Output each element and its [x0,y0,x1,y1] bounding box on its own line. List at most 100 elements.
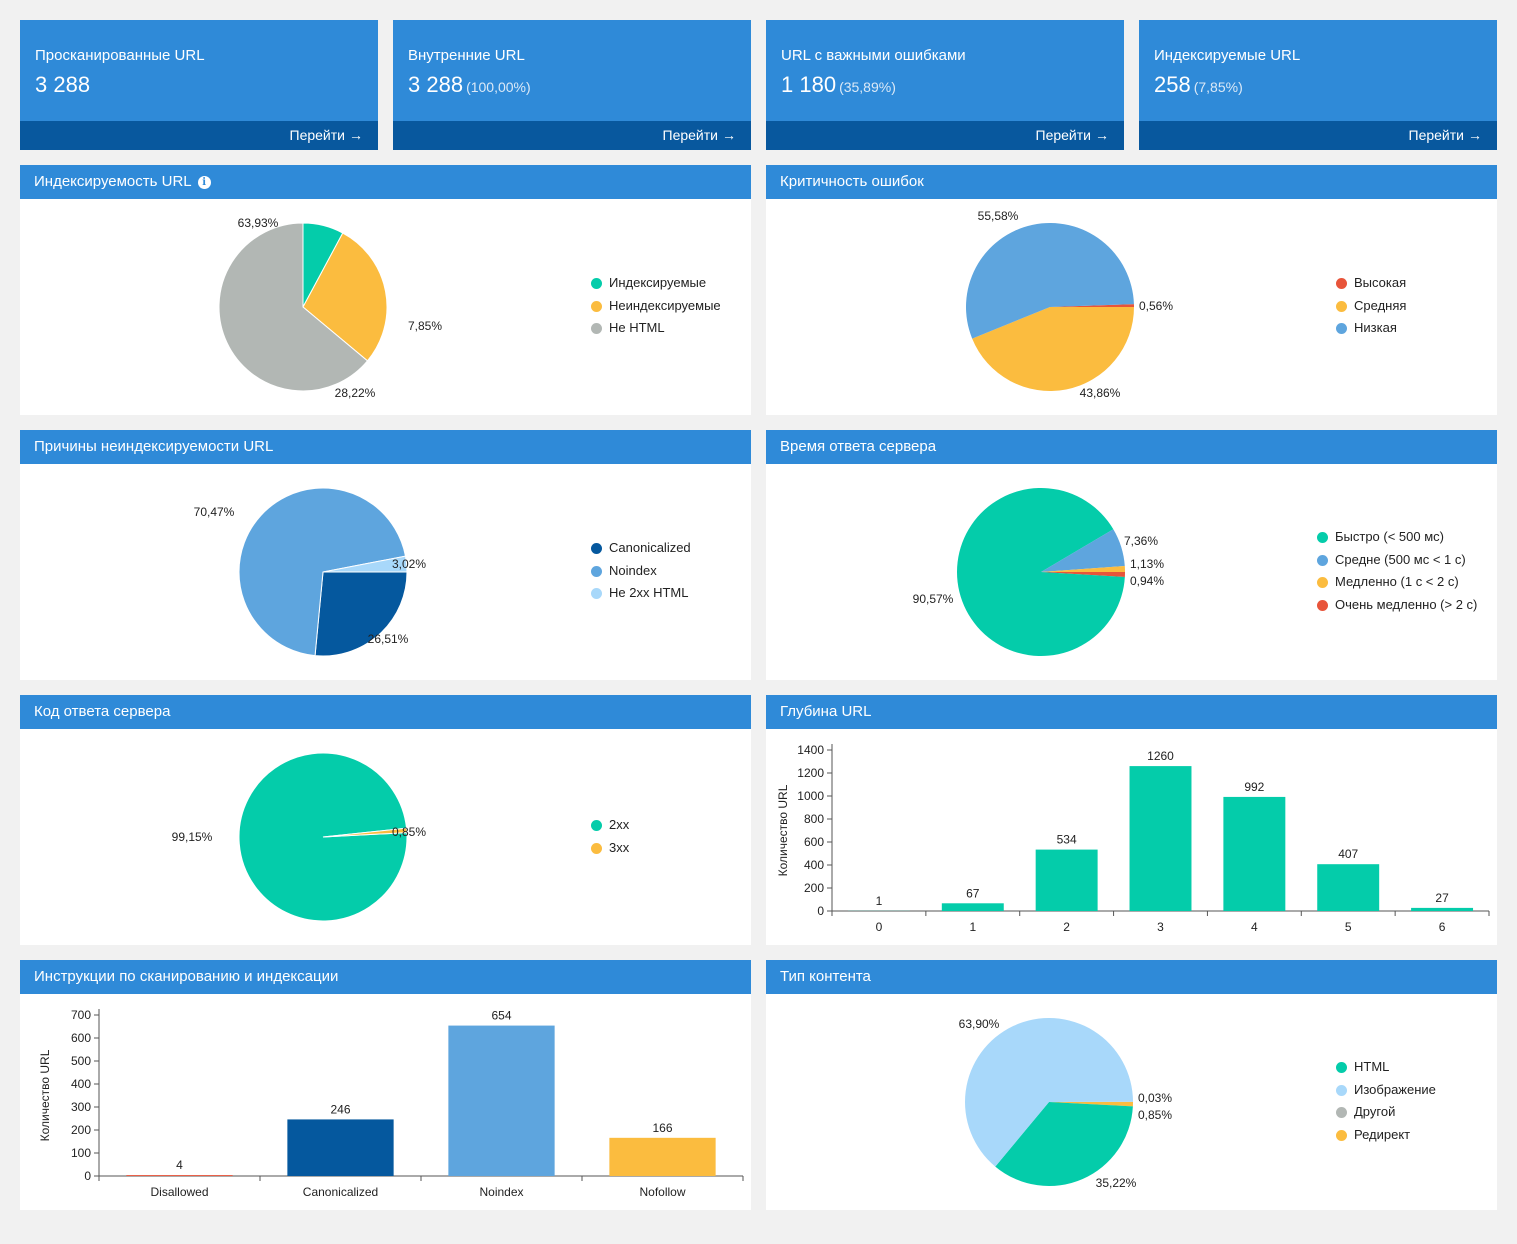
y-tick-label: 800 [804,812,824,826]
panel-title: Глубина URL [766,695,1497,729]
chart-legend: 2xx 3xx [591,814,629,859]
pie-slice [322,555,408,573]
y-tick-label: 300 [71,1100,91,1114]
legend-item: Не HTML [591,317,721,340]
y-tick-label: 600 [71,1031,91,1045]
panel-title: Время ответа сервера [766,430,1497,464]
pie-slice [965,1018,1133,1167]
legend-dot [1317,577,1328,588]
legend-dot [591,565,602,577]
panel-title: Причины неиндексируемости URL [20,430,751,464]
x-tick-label: 3 [1157,920,1164,934]
panel-url-depth: Глубина URL 0 200 400 600 800 1000 1200 1400 1 0 6… [766,695,1497,945]
slice-label: 28,22% [335,386,376,400]
pie-slice [1041,566,1125,572]
legend-dot [1336,300,1347,312]
y-tick-label: 400 [804,858,824,872]
chart-legend: Индексируемые Неиндексируемые Не HTML [591,272,721,340]
goto-link[interactable]: Перейти → [289,127,363,143]
slice-label: 90,57% [913,592,954,606]
pie-slice [1050,304,1134,308]
legend-item: Не 2xx HTML [591,582,691,605]
panel-title: Индексируемость URL i [20,165,751,199]
legend-item: HTML [1336,1056,1436,1079]
bar-value-label: 534 [1057,833,1077,847]
card-footer: Перейти → [766,121,1124,150]
legend-dot [591,323,602,334]
legend-dot [591,300,602,312]
legend-dot [1336,278,1347,289]
x-tick-label: 2 [1063,920,1070,934]
panel-status-code: Код ответа сервера 99,15% 0,85% 2xx 3xx [20,695,751,945]
bar [448,1025,555,1176]
card-value: 1 180 (35,89%) [781,72,896,97]
bar [609,1137,716,1176]
panel-title: Тип контента [766,960,1497,994]
card-value: 3 288 (100,00%) [408,72,531,97]
legend-item: Редирект [1336,1124,1436,1147]
panel-nonindex-reasons: Причины неиндексируемости URL 26,51% 70,4… [20,430,751,680]
summary-card-crawled: Просканированные URL 3 288 Перейти → [20,20,378,150]
goto-link[interactable]: Перейти → [1035,127,1109,143]
bar [1411,907,1474,911]
panel-title: Инструкции по сканированию и индексации [20,960,751,994]
goto-link[interactable]: Перейти → [662,127,736,143]
y-tick-label: 500 [71,1054,91,1068]
x-tick-label: Noindex [479,1185,523,1199]
legend-item: Неиндексируемые [591,295,721,318]
y-tick-label: 1400 [797,743,824,757]
slice-label: 55,58% [978,209,1019,223]
y-tick-label: 200 [804,881,824,895]
slice-label: 63,90% [959,1017,1000,1031]
slice-label: 0,85% [392,825,426,839]
bar [941,903,1004,911]
legend-dot [1336,1062,1347,1073]
slice-label: 63,93% [238,216,279,230]
info-icon[interactable]: i [197,176,211,189]
pie-slice [322,827,408,838]
pie-slice [1041,572,1125,577]
legend-item: Низкая [1336,317,1406,340]
slice-label: 26,51% [368,632,409,646]
card-title: Индексируемые URL [1154,47,1301,64]
summary-card-indexable: Индексируемые URL 258 (7,85%) Перейти → [1139,20,1497,150]
pie-slice [238,487,407,657]
slice-label: 43,86% [1080,386,1121,400]
slice-label: 35,22% [1096,1176,1137,1190]
arrow-right-icon: → [349,127,363,143]
x-tick-label: 1 [969,920,976,934]
pie-chart: 99,15% 0,85% [172,752,426,922]
bar-value-label: 654 [491,1009,511,1023]
panel-crawl-instructions: Инструкции по сканированию и индексации … [20,960,751,1210]
legend-dot [591,820,602,831]
x-tick-label: 5 [1345,920,1352,934]
y-tick-label: 100 [71,1146,91,1160]
bar-value-label: 1260 [1147,749,1174,763]
y-tick-label: 400 [71,1077,91,1091]
slice-label: 99,15% [172,830,213,844]
bar-value-label: 246 [330,1102,350,1116]
x-tick-label: 0 [876,920,883,934]
legend-item: Noindex [591,560,691,583]
pie-slice [957,488,1125,656]
legend-dot [1317,532,1328,543]
slice-label: 70,47% [194,505,235,519]
chart-legend: Canonicalized Noindex Не 2xx HTML [591,537,691,605]
legend-dot [591,278,602,289]
bar-value-label: 992 [1244,780,1264,794]
legend-item: Индексируемые [591,272,721,295]
pie-chart: 0,03% 0,85% 35,22% 63,90% [959,1017,1173,1190]
legend-item: 2xx [591,814,629,837]
summary-card-errors: URL с важными ошибками 1 180 (35,89%) Пер… [766,20,1124,150]
slice-label: 7,85% [408,319,442,333]
slice-label: 0,94% [1130,574,1164,588]
arrow-right-icon: → [1095,127,1109,143]
legend-item: Быстро (< 500 мс) [1317,526,1477,549]
card-value: 258 (7,85%) [1154,72,1243,97]
slice-label: 0,85% [1138,1108,1172,1122]
x-tick-label: 6 [1439,920,1446,934]
bar [287,1119,394,1176]
bar-chart: 0 100 200 300 400 500 600 700 4 Disallowed 246 Cano… [38,1008,744,1199]
goto-link[interactable]: Перейти → [1408,127,1482,143]
x-tick-label: 4 [1251,920,1258,934]
